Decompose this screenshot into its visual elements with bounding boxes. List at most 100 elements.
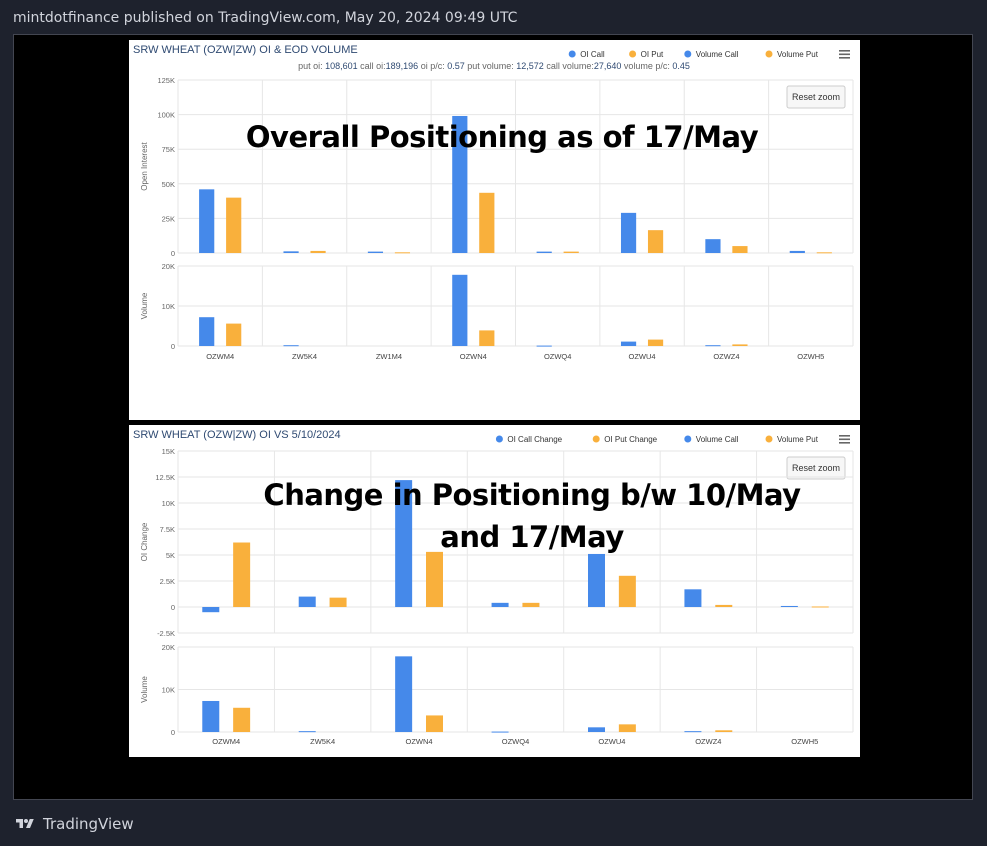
- reset-zoom-box: [786, 85, 846, 109]
- chart-menu-icon[interactable]: [839, 50, 850, 59]
- y-tick-label: 100K: [157, 111, 175, 120]
- legend-marker: [765, 50, 773, 58]
- y-tick-label: 25K: [162, 214, 175, 223]
- y-tick-label: 10K: [162, 499, 175, 508]
- bar-top-oi-call-change: [491, 602, 509, 607]
- chart-legend: Volume Put Volume Call OI Put OI Call: [568, 50, 819, 59]
- footer: TradingView: [13, 815, 134, 833]
- subtitle-pc: 0.57: [447, 61, 465, 71]
- legend-marker: [629, 50, 637, 58]
- y-tick-label: -2.5K: [157, 629, 175, 638]
- bar-top-oi-put: [563, 251, 579, 253]
- bar-top-oi-put-change: [715, 604, 733, 607]
- bar-bottom-volume-call: [298, 731, 316, 733]
- bar-bottom-volume-call: [705, 345, 721, 347]
- bar-top-oi-put: [647, 230, 664, 253]
- legend-label: Volume Call: [696, 435, 739, 444]
- x-tick-label: OZWU4: [598, 737, 625, 746]
- y-tick-label: 0: [171, 603, 175, 612]
- footer-brand[interactable]: TradingView: [43, 815, 134, 833]
- legend-label: OI Call Change: [507, 435, 562, 444]
- bar-top-oi-call: [367, 251, 384, 253]
- bar-top-oi-call-change: [298, 596, 316, 607]
- chart-title: SRW WHEAT (OZW|ZW) OI & EOD VOLUME: [133, 44, 358, 56]
- bar-bottom-volume-put: [426, 715, 443, 732]
- x-tick-label: OZWN4: [406, 737, 433, 746]
- bar-top-oi-put-change: [233, 542, 251, 607]
- annotation-text: Change in Positioning b/w 10/May: [263, 478, 801, 512]
- reset-zoom-box: [786, 456, 846, 480]
- legend-label: Volume Call: [696, 50, 739, 59]
- subtitle-call-oi: 189,196: [386, 61, 419, 71]
- legend-marker: [684, 50, 692, 58]
- chart-svg: SRW WHEAT (OZW|ZW) OI & EOD VOLUME put oi…: [133, 44, 854, 361]
- bar-bottom-volume-put: [226, 323, 242, 346]
- oi-eod-volume-chart: SRW WHEAT (OZW|ZW) OI & EOD VOLUME put oi…: [129, 40, 860, 420]
- bar-bottom-volume-call: [452, 274, 468, 346]
- bar-top-oi-put-change: [522, 602, 540, 607]
- subtitle-pc-label: oi p/c:: [418, 61, 447, 71]
- subtitle-call-oi-label: call oi:: [358, 61, 386, 71]
- chart-menu-icon[interactable]: [839, 435, 850, 444]
- y-tick-label: 75K: [162, 145, 175, 154]
- x-tick-label: OZWU4: [629, 352, 656, 361]
- bar-top-oi-call: [620, 212, 637, 253]
- bar-bottom-volume-call: [395, 656, 413, 732]
- subtitle-vol-pc-label: volume p/c:: [621, 61, 672, 71]
- x-tick-label: OZWZ4: [695, 737, 721, 746]
- x-tick-label: OZWH5: [791, 737, 818, 746]
- bar-top-oi-call-change: [684, 589, 702, 607]
- y-tick-label: 10K: [162, 302, 175, 311]
- x-tick-label: OZWM4: [212, 737, 240, 746]
- legend-label: OI Put Change: [604, 435, 657, 444]
- bar-bottom-volume-call: [536, 345, 552, 347]
- annotation-text: Overall Positioning as of 17/May: [246, 120, 759, 154]
- legend-marker: [592, 435, 600, 443]
- x-tick-label: ZW5K4: [310, 737, 335, 746]
- legend-marker: [684, 435, 692, 443]
- reset-zoom-label: Reset zoom: [792, 463, 840, 473]
- y-tick-label: 7.5K: [160, 525, 175, 534]
- bar-top-oi-put-change: [426, 551, 443, 607]
- bar-top-oi-call: [536, 251, 552, 253]
- bar-top-oi-put: [394, 252, 411, 254]
- tradingview-logo-icon: [16, 819, 34, 828]
- y-tick-label: 125K: [157, 76, 175, 85]
- chart-title: SRW WHEAT (OZW|ZW) OI VS 5/10/2024: [133, 429, 341, 441]
- y-tick-label: 20K: [162, 262, 175, 271]
- subtitle-put-vol-label: put volume:: [465, 61, 517, 71]
- reset-zoom-button[interactable]: Reset zoom: [786, 85, 846, 109]
- y-tick-label: 15K: [162, 447, 175, 456]
- bar-top-oi-put-change: [811, 606, 829, 608]
- y-axis-label: Volume: [140, 676, 149, 703]
- bar-top-oi-call-change: [780, 605, 798, 607]
- legend-label: Volume Put: [777, 50, 819, 59]
- bar-bottom-volume-put: [715, 730, 733, 732]
- bar-top-oi-call-change: [395, 480, 413, 607]
- bar-top-oi-call-change: [202, 607, 220, 613]
- bar-top-oi-put-change: [618, 575, 636, 607]
- bar-bottom-volume-put: [618, 724, 636, 732]
- x-tick-label: ZW5K4: [292, 352, 317, 361]
- y-tick-label: 0: [171, 249, 175, 258]
- y-tick-label: 10K: [162, 686, 175, 695]
- y-tick-label: 0: [171, 342, 175, 351]
- y-tick-label: 0: [171, 728, 175, 737]
- y-axis-label: Open Interest: [140, 141, 149, 190]
- y-axis-label: OI Change: [140, 522, 149, 561]
- chart-legend: Volume Put Volume Call OI Put Change OI Cal…: [495, 435, 819, 444]
- x-tick-label: OZWQ4: [502, 737, 530, 746]
- bar-bottom-volume-call: [684, 731, 702, 733]
- oi-change-chart: SRW WHEAT (OZW|ZW) OI VS 5/10/2024 Volume…: [129, 425, 860, 757]
- bar-top-oi-call-change: [588, 553, 605, 607]
- y-axis-label: Volume: [140, 292, 149, 319]
- legend-marker: [495, 435, 503, 443]
- bar-top-oi-put-change: [329, 597, 347, 607]
- bar-bottom-volume-call: [199, 317, 215, 346]
- legend-marker: [765, 435, 773, 443]
- bar-bottom-volume-call: [588, 727, 605, 732]
- x-tick-label: OZWH5: [797, 352, 824, 361]
- reset-zoom-button[interactable]: Reset zoom: [786, 456, 846, 480]
- bar-top-oi-call: [199, 189, 215, 253]
- menu-line: [839, 50, 850, 52]
